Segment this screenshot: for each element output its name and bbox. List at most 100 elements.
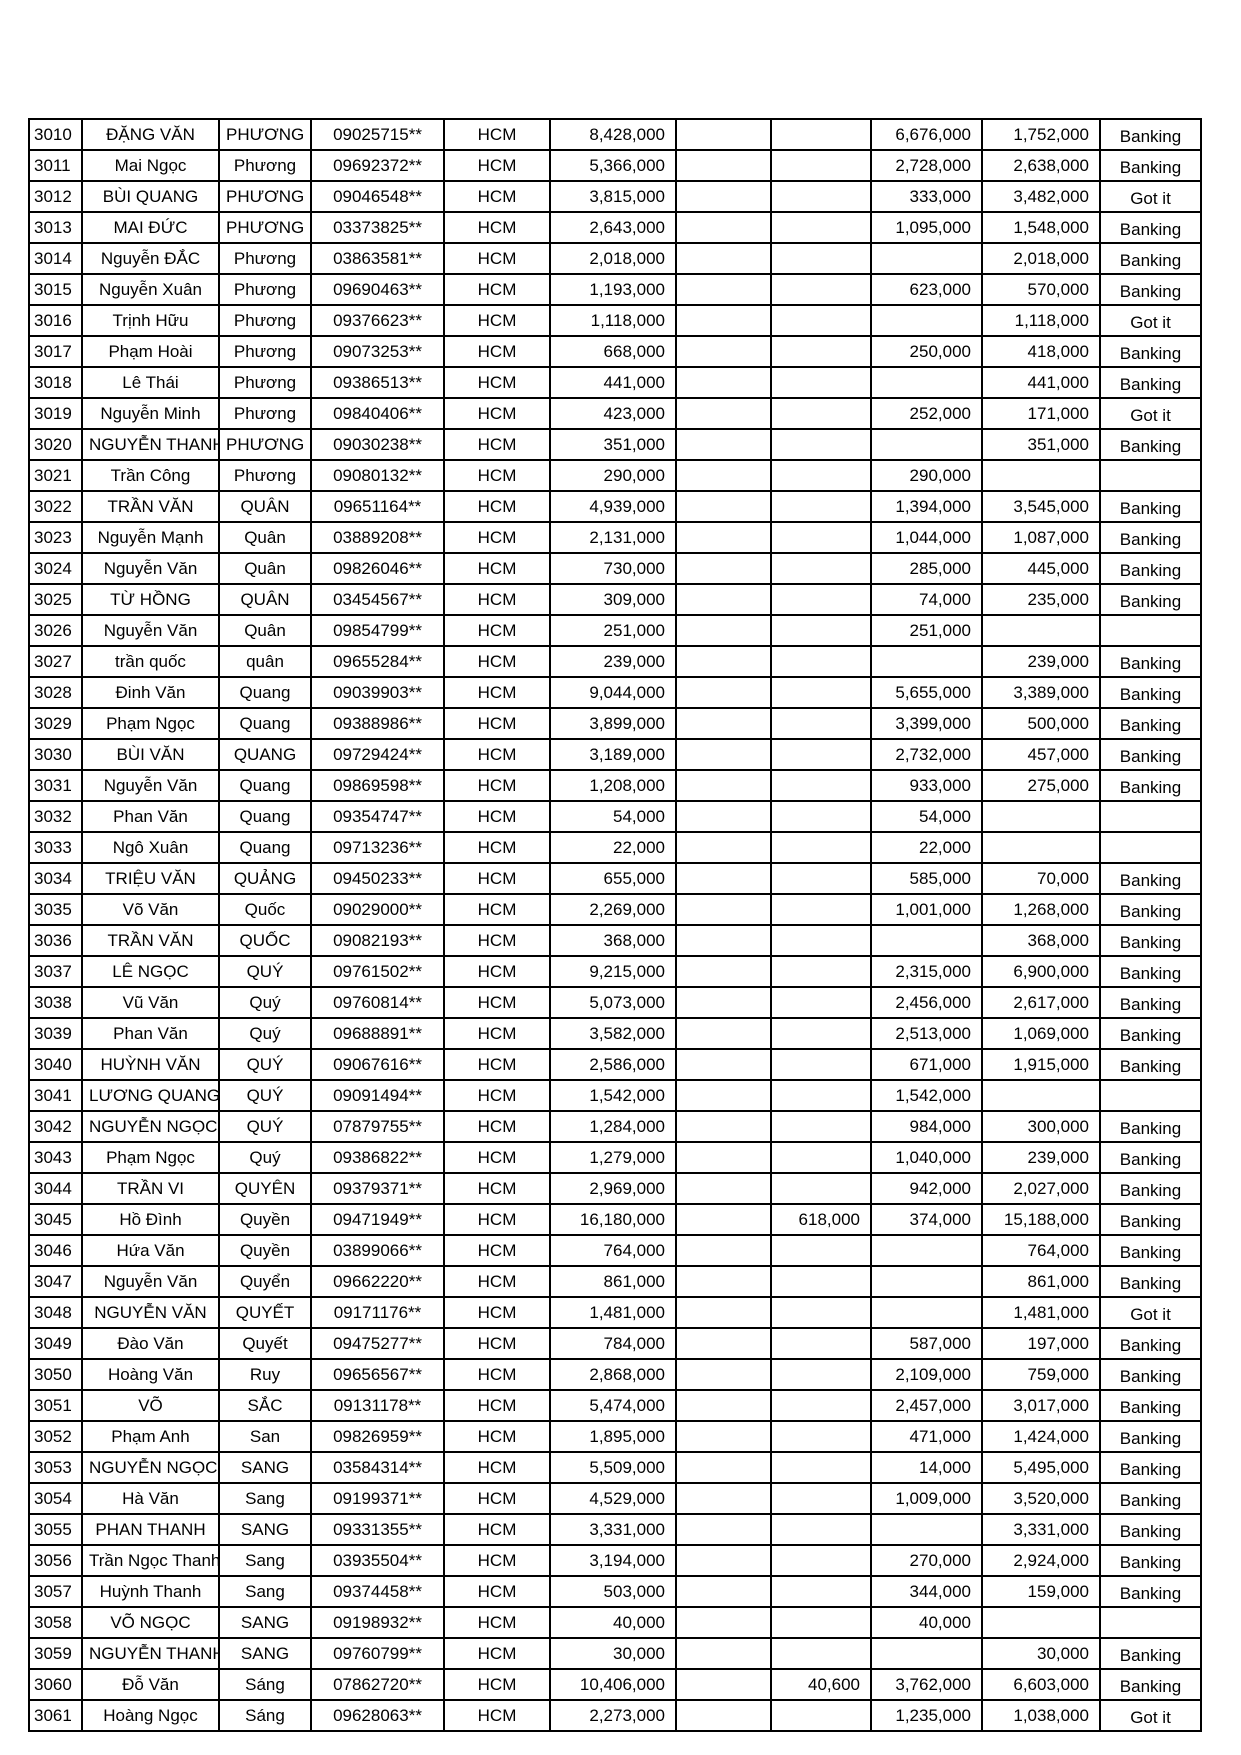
phone-cell: 09475277** (310, 1327, 445, 1360)
given-name-cell: Quyết (218, 1327, 312, 1360)
city-cell: HCM (443, 552, 551, 585)
row-id-cell: 3026 (28, 614, 83, 647)
total-amount-cell: 2,269,000 (549, 893, 677, 926)
total-amount-cell: 2,969,000 (549, 1172, 677, 1205)
total-amount-cell: 2,586,000 (549, 1048, 677, 1081)
given-name-cell: PHƯƠNG (218, 211, 312, 244)
total-amount-cell: 3,582,000 (549, 1017, 677, 1050)
city-cell: HCM (443, 459, 551, 492)
city-cell: HCM (443, 1327, 551, 1360)
payment-method-cell: Banking (1099, 211, 1202, 244)
row-id-cell: 3017 (28, 335, 83, 368)
phone-cell: 09198932** (310, 1606, 445, 1639)
balance-cell: 6,900,000 (981, 955, 1101, 988)
amount-col-c-cell: 74,000 (870, 583, 983, 616)
balance-cell: 1,548,000 (981, 211, 1101, 244)
table-row: 3034 TRIỆU VĂN QUẢNG 09450233** HCM 655,000 58… (28, 862, 1202, 895)
total-amount-cell: 1,481,000 (549, 1296, 677, 1329)
payment-method-cell: Banking (1099, 1265, 1202, 1298)
amount-col-c-cell (870, 1265, 983, 1298)
given-name-cell: Quân (218, 614, 312, 647)
amount-col-c-cell (870, 366, 983, 399)
total-amount-cell: 5,366,000 (549, 149, 677, 182)
payment-method-cell: Banking (1099, 769, 1202, 802)
surname-cell: Nguyễn Văn (81, 1265, 220, 1298)
city-cell: HCM (443, 242, 551, 275)
row-id-cell: 3060 (28, 1668, 83, 1701)
row-id-cell: 3058 (28, 1606, 83, 1639)
amount-col-c-cell: 587,000 (870, 1327, 983, 1360)
given-name-cell: Quang (218, 831, 312, 864)
total-amount-cell: 5,474,000 (549, 1389, 677, 1422)
table-row: 3042 NGUYỄN NGỌC QUÝ 07879755** HCM 1,284,000… (28, 1110, 1202, 1143)
amount-col-a-cell (675, 304, 772, 337)
given-name-cell: Quý (218, 1017, 312, 1050)
payment-method-cell: Banking (1099, 1141, 1202, 1174)
given-name-cell: SANG (218, 1513, 312, 1546)
amount-col-a-cell (675, 459, 772, 492)
city-cell: HCM (443, 1668, 551, 1701)
amount-col-a-cell (675, 1327, 772, 1360)
amount-col-b-cell (770, 304, 872, 337)
phone-cell: 03863581** (310, 242, 445, 275)
surname-cell: Đỗ Văn (81, 1668, 220, 1701)
phone-cell: 09628063** (310, 1699, 445, 1732)
surname-cell: Nguyễn Văn (81, 614, 220, 647)
surname-cell: Phạm Ngọc (81, 707, 220, 740)
row-id-cell: 3042 (28, 1110, 83, 1143)
table-row: 3021 Trần Công Phương 09080132** HCM 290,000 2… (28, 459, 1202, 492)
amount-col-b-cell (770, 924, 872, 957)
payment-method-cell: Banking (1099, 862, 1202, 895)
total-amount-cell: 1,542,000 (549, 1079, 677, 1112)
given-name-cell: QUÝ (218, 1110, 312, 1143)
total-amount-cell: 1,279,000 (549, 1141, 677, 1174)
row-id-cell: 3019 (28, 397, 83, 430)
amount-col-a-cell (675, 1017, 772, 1050)
phone-cell: 03373825** (310, 211, 445, 244)
table-row: 3019 Nguyễn Minh Phương 09840406** HCM 423,00… (28, 397, 1202, 430)
phone-cell: 09840406** (310, 397, 445, 430)
amount-col-b-cell: 618,000 (770, 1203, 872, 1236)
payment-method-cell: Banking (1099, 707, 1202, 740)
surname-cell: Phạm Ngọc (81, 1141, 220, 1174)
given-name-cell: QUANG (218, 738, 312, 771)
total-amount-cell: 9,044,000 (549, 676, 677, 709)
total-amount-cell: 16,180,000 (549, 1203, 677, 1236)
amount-col-b-cell (770, 1544, 872, 1577)
city-cell: HCM (443, 1699, 551, 1732)
amount-col-b-cell (770, 1234, 872, 1267)
balance-cell (981, 459, 1101, 492)
total-amount-cell: 9,215,000 (549, 955, 677, 988)
row-id-cell: 3014 (28, 242, 83, 275)
balance-cell: 300,000 (981, 1110, 1101, 1143)
amount-col-c-cell: 2,457,000 (870, 1389, 983, 1422)
table-row: 3016 Trịnh Hữu Phương 09376623** HCM 1,118,00… (28, 304, 1202, 337)
given-name-cell: Quốc (218, 893, 312, 926)
given-name-cell: Quang (218, 800, 312, 833)
city-cell: HCM (443, 490, 551, 523)
city-cell: HCM (443, 428, 551, 461)
amount-col-b-cell (770, 1389, 872, 1422)
table-row: 3032 Phan Văn Quang 09354747** HCM 54,000 54,0… (28, 800, 1202, 833)
amount-col-a-cell (675, 955, 772, 988)
amount-col-c-cell: 2,109,000 (870, 1358, 983, 1391)
amount-col-c-cell: 344,000 (870, 1575, 983, 1608)
given-name-cell: Phương (218, 242, 312, 275)
amount-col-a-cell (675, 521, 772, 554)
amount-col-c-cell: 2,315,000 (870, 955, 983, 988)
balance-cell: 2,617,000 (981, 986, 1101, 1019)
balance-cell: 2,638,000 (981, 149, 1101, 182)
row-id-cell: 3028 (28, 676, 83, 709)
city-cell: HCM (443, 1513, 551, 1546)
given-name-cell: QUÝ (218, 1048, 312, 1081)
balance-cell: 239,000 (981, 1141, 1101, 1174)
amount-col-b-cell (770, 1172, 872, 1205)
amount-col-a-cell (675, 738, 772, 771)
table-row: 3031 Nguyễn Văn Quang 09869598** HCM 1,208,00… (28, 769, 1202, 802)
amount-col-c-cell: 1,095,000 (870, 211, 983, 244)
surname-cell: ĐẶNG VĂN (81, 118, 220, 151)
total-amount-cell: 290,000 (549, 459, 677, 492)
table-row: 3052 Phạm Anh San 09826959** HCM 1,895,000 471… (28, 1420, 1202, 1453)
total-amount-cell: 251,000 (549, 614, 677, 647)
total-amount-cell: 441,000 (549, 366, 677, 399)
